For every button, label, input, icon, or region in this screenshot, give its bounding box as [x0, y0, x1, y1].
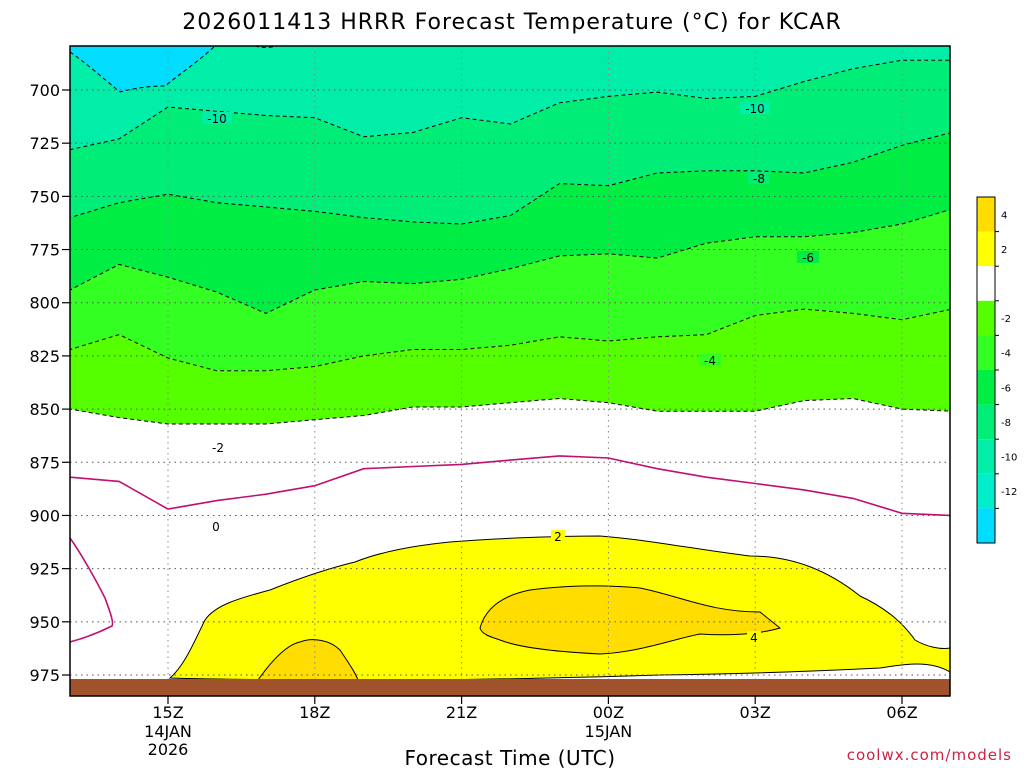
- y-tick-label-875: 875: [29, 453, 60, 472]
- contour-label-m2: -2: [212, 441, 224, 455]
- y-tick-label-725: 725: [29, 134, 60, 153]
- y-tick-label-700: 700: [29, 81, 60, 100]
- warm-region-4-lower: [257, 639, 359, 681]
- contour-label-2: 2: [554, 530, 562, 544]
- legend-bin-8: [977, 473, 995, 509]
- y-axis: 700 725 750 775 800 825 850 875 900 925 950 975: [29, 81, 70, 685]
- x-axis-title: Forecast Time (UTC): [404, 746, 615, 768]
- temp-band-2: [70, 133, 950, 314]
- y-tick-label-850: 850: [29, 400, 60, 419]
- x-tick-label-15Z: 15Z: [152, 703, 183, 722]
- contour-label-m6: -6: [802, 251, 814, 265]
- legend-label-6: -8: [1001, 418, 1011, 429]
- contour-line--10: [70, 59, 950, 151]
- contour-lines: [70, 59, 950, 517]
- legend-bin-6: [977, 404, 995, 440]
- legend-label-3: -2: [1001, 314, 1011, 325]
- y-tick-label-975: 975: [29, 666, 60, 685]
- temp-band-0: [70, 46, 950, 150]
- legend-bin-3: [977, 300, 995, 336]
- contour-labels: -10 -10 -8 -6 -4 -2 0 2 4: [202, 102, 819, 645]
- contour-label-m8: -8: [753, 172, 765, 186]
- legend-label-5: -6: [1001, 383, 1011, 394]
- legend-bin-1: [977, 231, 995, 267]
- contour-label-m4: -4: [704, 354, 716, 368]
- freezing-line: [70, 455, 950, 517]
- x-tick-label-18Z: 18Z: [299, 703, 330, 722]
- legend-label-0: 4: [1001, 210, 1007, 221]
- temp-band-1: [70, 60, 950, 224]
- y-tick-label-800: 800: [29, 294, 60, 313]
- y-tick-label-825: 825: [29, 347, 60, 366]
- legend-label-4: -4: [1001, 349, 1011, 360]
- color-legend: 4 2 -2 -4 -6 -8 -10 -12: [976, 196, 1017, 544]
- legend-bin-7: [977, 439, 995, 474]
- x-tick-date-15Z: 14JAN: [144, 722, 192, 741]
- legend-frame: [976, 196, 996, 544]
- contour-label-4: 4: [750, 631, 758, 645]
- ground-surface: [70, 679, 950, 696]
- legend-bin-5: [977, 370, 995, 405]
- x-tick-date-00Z: 15JAN: [585, 722, 633, 741]
- legend-label-1: 2: [1001, 245, 1007, 256]
- contour-label-m10-b: -10: [745, 102, 765, 116]
- y-tick-label-900: 900: [29, 506, 60, 525]
- temp-band-4: [70, 309, 950, 424]
- temp-band-coldest: [70, 46, 215, 92]
- y-tick-label-750: 750: [29, 187, 60, 206]
- legend-label-7: -10: [1001, 453, 1017, 464]
- y-tick-label-775: 775: [29, 241, 60, 260]
- grid-lines: [70, 46, 950, 696]
- legend-bin-4: [977, 335, 995, 370]
- x-tick-label-21Z: 21Z: [446, 703, 477, 722]
- x-tick-label-06Z: 06Z: [886, 703, 917, 722]
- freezing-line-fragment: [70, 537, 114, 643]
- legend-bin-0: [977, 197, 995, 232]
- legend-bin-9: [977, 508, 995, 543]
- plot-frame: [69, 45, 951, 697]
- contour-line--8: [70, 132, 950, 225]
- contour-line--4: [70, 308, 950, 372]
- x-tick-label-00Z: 00Z: [593, 703, 624, 722]
- plot-area: [70, 46, 950, 696]
- temp-band-3: [70, 210, 950, 371]
- legend-bin-2: [977, 266, 995, 301]
- chart-title: 2026011413 HRRR Forecast Temperature (°C…: [182, 10, 841, 35]
- y-tick-label-925: 925: [29, 560, 60, 579]
- contour-label-0: 0: [212, 520, 220, 534]
- legend-label-8: -12: [1001, 487, 1017, 498]
- contour-line--2: [70, 397, 950, 425]
- x-tick-year-15Z: 2026: [148, 740, 189, 759]
- x-tick-label-03Z: 03Z: [740, 703, 771, 722]
- credit-text: coolwx.com/models: [847, 746, 1012, 764]
- y-tick-label-950: 950: [29, 613, 60, 632]
- contour-label-m10-a: -10: [207, 112, 227, 126]
